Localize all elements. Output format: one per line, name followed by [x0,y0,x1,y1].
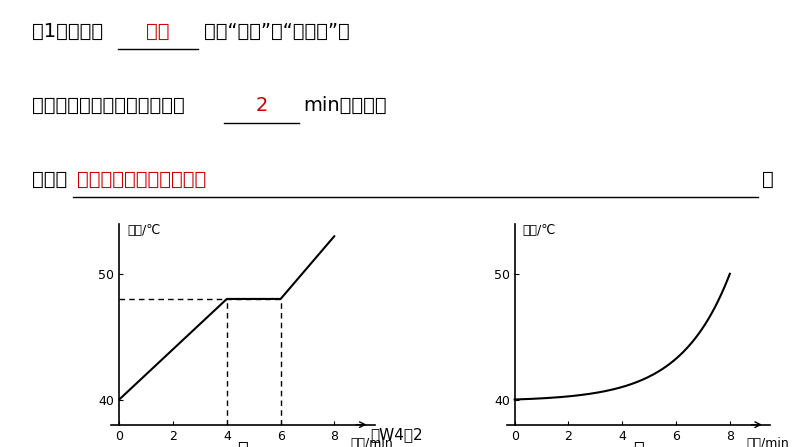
Text: min，男化的: min，男化的 [303,96,387,115]
Text: 甲: 甲 [237,441,249,447]
Text: 2: 2 [256,96,268,115]
Text: （填“晶体”或“非晶体”）: （填“晶体”或“非晶体”） [204,22,350,42]
Text: 温度/℃: 温度/℃ [127,224,160,236]
Text: 特点是: 特点是 [32,170,67,189]
Text: 男化图像，男化过程共持续了: 男化图像，男化过程共持续了 [32,96,184,115]
Text: 不断吸热、温度保持不变: 不断吸热、温度保持不变 [77,170,206,189]
Text: 乙: 乙 [633,441,644,447]
Text: 时间/min: 时间/min [351,437,393,447]
Text: 。: 。 [762,170,774,189]
Text: 时间/min: 时间/min [746,437,788,447]
Text: 晶体: 晶体 [146,22,170,42]
Text: 温度/℃: 温度/℃ [522,224,556,236]
Text: 图W4－2: 图W4－2 [371,427,423,443]
Text: （1）图甲是: （1）图甲是 [32,22,103,42]
